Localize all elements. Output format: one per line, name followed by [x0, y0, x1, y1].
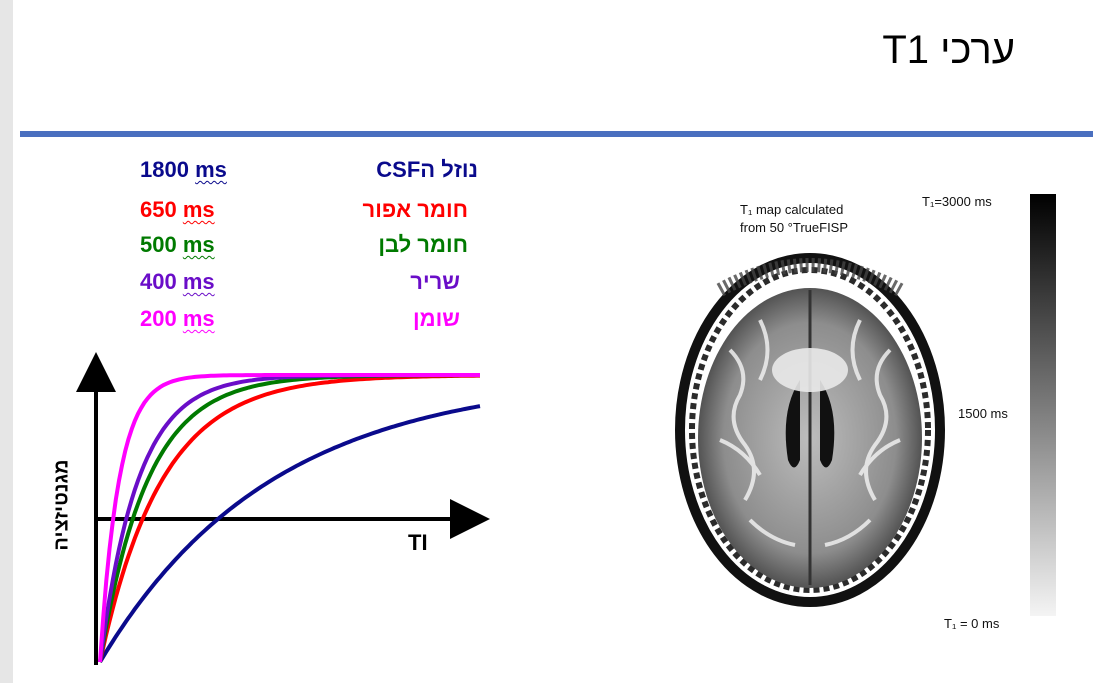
legend-name: חומר לבן: [378, 232, 468, 257]
x-axis-label: TI: [408, 530, 428, 555]
slide-left-strip: [0, 0, 13, 683]
recovery-curves-chart: [76, 352, 490, 665]
y-axis-label: מגנטיזציה: [50, 459, 73, 551]
scale-mid-label: 1500 ms: [958, 406, 1008, 421]
legend-value: 1800 ms: [140, 157, 227, 182]
curves: [98, 373, 481, 664]
legend-name: שריר: [410, 269, 460, 294]
scale-bottom-label: T₁ = 0 ms: [944, 616, 1000, 631]
legend-value: 650 ms: [140, 197, 215, 222]
legend-value: 500 ms: [140, 232, 215, 257]
legend-name: שומן: [413, 306, 460, 331]
figure-caption-line1: T₁ map calculated: [740, 202, 844, 217]
slide-title: ערכי T1: [882, 28, 1015, 72]
legend-row-fat: 200 ms שומן: [0, 306, 520, 336]
legend-value: 200 ms: [140, 306, 215, 331]
legend-row-white-matter: 500 ms חומר לבן: [0, 232, 520, 262]
t1-map-figure: T₁ map calculated from 50 °TrueFISP T₁=3…: [660, 180, 1070, 650]
legend-row-muscle: 400 ms שריר: [0, 269, 520, 299]
figure-caption-line2: from 50 °TrueFISP: [740, 220, 849, 235]
brain-image: [675, 194, 1056, 616]
legend-name: חומר אפור: [362, 197, 468, 222]
colorbar: [1030, 194, 1056, 616]
title-divider: [20, 131, 1093, 137]
legend-name: נוזל הCSF: [376, 157, 478, 182]
scale-top-label: T₁=3000 ms: [922, 194, 992, 209]
legend-value: 400 ms: [140, 269, 215, 294]
legend-row-csf: 1800 ms נוזל הCSF: [0, 157, 520, 187]
recovery-curve: [98, 404, 481, 664]
recovery-curve: [98, 373, 480, 663]
legend-row-gray-matter: 650 ms חומר אפור: [0, 197, 520, 227]
